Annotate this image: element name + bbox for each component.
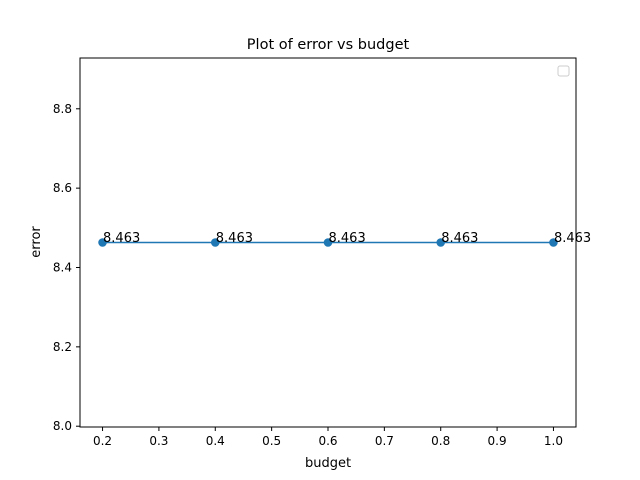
data-point [98, 238, 107, 247]
y-tick-label: 8.8 [53, 102, 72, 116]
x-axis-ticks: 0.2 0.3 0.4 0.5 0.6 0.7 0.8 0.9 1.0 [93, 427, 563, 448]
y-tick-label: 8.6 [53, 181, 72, 195]
x-tick-label: 0.4 [206, 434, 225, 448]
x-tick-label: 0.7 [375, 434, 394, 448]
data-point [210, 238, 220, 247]
y-axis-label: error [29, 226, 44, 258]
data-label: 8.463 [103, 231, 140, 246]
data-label: 8.463 [329, 231, 366, 246]
plot-frame [79, 57, 577, 428]
x-tick-label: 1.0 [544, 434, 563, 448]
data-point [436, 238, 446, 247]
chart-title: Plot of error vs budget [247, 37, 410, 53]
data-label: 8.463 [216, 231, 253, 246]
data-point [323, 238, 333, 247]
x-tick-label: 0.3 [149, 434, 168, 448]
data-label: 8.463 [441, 231, 478, 246]
y-axis-ticks: 8.0 8.2 8.4 8.6 8.8 [53, 102, 80, 433]
x-tick-label: 0.6 [318, 434, 337, 448]
x-tick-label: 0.8 [431, 434, 450, 448]
data-point [549, 238, 558, 247]
legend-box [557, 65, 570, 77]
data-label: 8.463 [554, 231, 591, 246]
x-axis-label: budget [305, 456, 351, 471]
x-tick-label: 0.5 [262, 434, 281, 448]
y-tick-label: 8.2 [53, 340, 72, 354]
y-tick-label: 8.4 [53, 260, 72, 274]
x-tick-label: 0.2 [93, 434, 112, 448]
y-tick-label: 8.0 [53, 419, 72, 433]
x-tick-label: 0.9 [488, 434, 507, 448]
